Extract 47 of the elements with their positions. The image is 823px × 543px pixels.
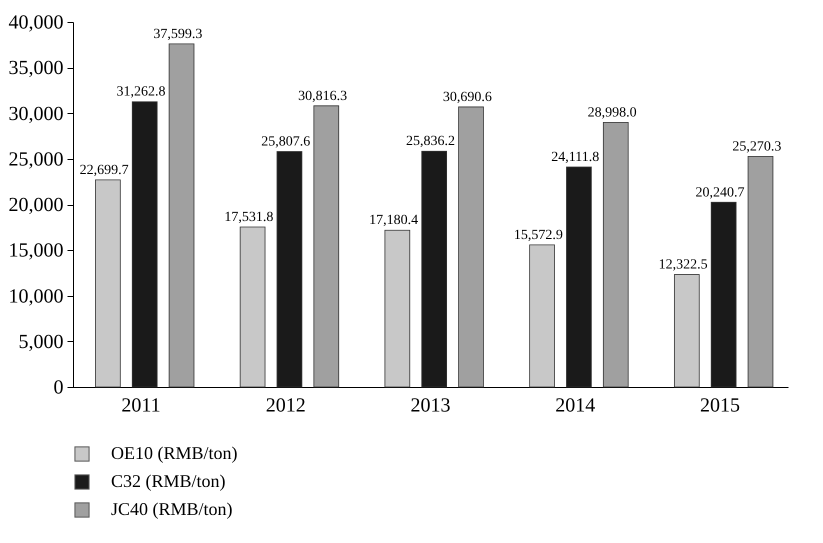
y-tick-label: 40,000	[8, 12, 64, 34]
bar	[566, 166, 592, 388]
x-tick-label: 2015	[700, 394, 740, 416]
x-tick-label: 2013	[410, 394, 450, 416]
x-tick-label: 2011	[121, 394, 161, 416]
bar	[710, 202, 736, 388]
y-tick-label: 25,000	[8, 148, 64, 170]
data-label: 37,599.3	[153, 26, 202, 42]
y-tick-label: 10,000	[8, 285, 64, 308]
bar	[384, 230, 410, 388]
y-tick-label: 15,000	[8, 240, 64, 262]
data-label: 25,807.6	[261, 134, 310, 150]
bar	[276, 151, 302, 388]
bar	[748, 156, 774, 388]
bar	[240, 226, 266, 388]
bar	[421, 150, 448, 388]
data-label: 25,270.3	[732, 139, 782, 154]
data-label: 30,816.3	[298, 88, 348, 104]
data-label: 17,180.4	[369, 213, 418, 228]
bar	[168, 44, 194, 388]
data-label: 28,998.0	[588, 105, 637, 120]
x-tick-label: 2012	[266, 394, 306, 416]
y-tick-label: 5,000	[18, 330, 64, 353]
legend-label: JC40 (RMB/ton)	[111, 499, 233, 519]
data-label: 30,690.6	[442, 90, 492, 105]
y-tick-label: 0	[54, 376, 64, 398]
bar	[313, 105, 340, 388]
data-label: 31,262.8	[116, 84, 166, 100]
x-tick-label: 2014	[555, 394, 596, 416]
data-label: 17,531.8	[224, 210, 274, 226]
data-label: 24,111.8	[551, 150, 600, 165]
data-label: 20,240.7	[695, 185, 744, 200]
bar	[602, 122, 629, 388]
bar	[95, 179, 121, 388]
bar	[674, 274, 700, 388]
data-label: 22,699.7	[80, 162, 129, 178]
data-label: 25,836.2	[406, 134, 455, 150]
y-tick-label: 35,000	[8, 57, 64, 80]
bar	[458, 106, 484, 388]
legend-label: OE10 (RMB/ton)	[111, 443, 238, 463]
data-label: 12,322.5	[658, 258, 708, 273]
y-tick-label: 20,000	[8, 194, 64, 216]
legend-label: C32 (RMB/ton)	[111, 471, 226, 491]
bar	[132, 101, 158, 388]
y-tick-label: 30,000	[8, 102, 64, 125]
data-label: 15,572.9	[514, 228, 563, 243]
bar	[529, 244, 555, 388]
